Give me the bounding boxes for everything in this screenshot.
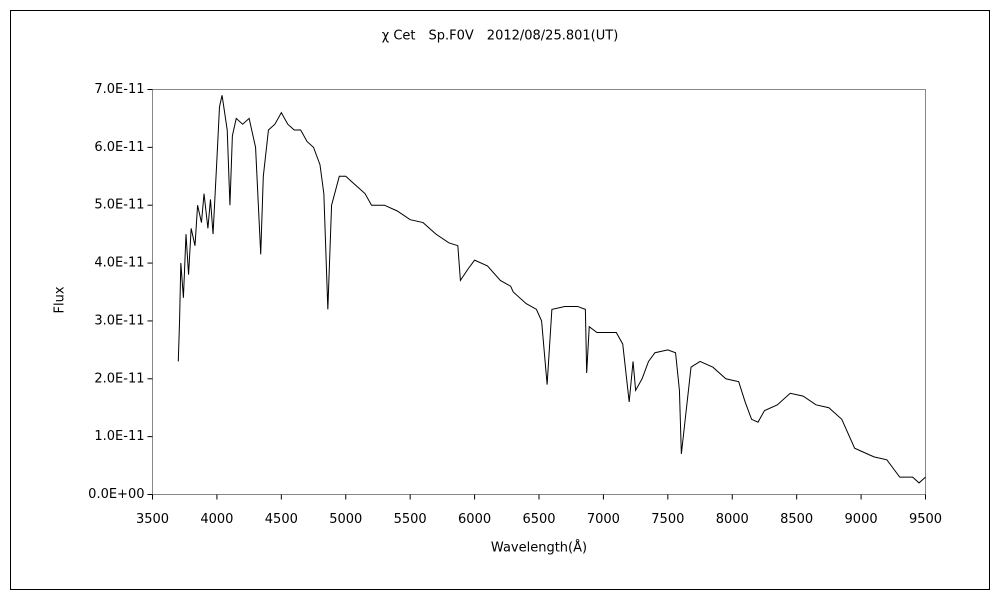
x-tick-label: 4000 [200, 512, 233, 527]
x-tick-label: 7000 [587, 512, 620, 527]
y-tick-label: 7.0E-11 [94, 82, 144, 97]
y-tick-label: 1.0E-11 [94, 429, 144, 444]
x-tick-label: 9000 [845, 512, 878, 527]
x-tick-label: 6500 [522, 512, 555, 527]
x-tick-label: 9500 [909, 512, 942, 527]
x-tick-label: 8000 [716, 512, 749, 527]
y-tick-label: 5.0E-11 [94, 198, 144, 213]
plot-area [152, 89, 926, 495]
y-tick-label: 6.0E-11 [94, 140, 144, 155]
spectrum-line [177, 95, 926, 484]
y-tick-label: 0.0E+00 [88, 487, 144, 502]
chart-title: χ Cet Sp.F0V 2012/08/25.801(UT) [382, 29, 619, 44]
x-tick-label: 4500 [265, 512, 298, 527]
x-tick-label: 3500 [136, 512, 169, 527]
x-tick-label: 5500 [394, 512, 427, 527]
x-tick-label: 7500 [651, 512, 684, 527]
y-tick-label: 2.0E-11 [94, 371, 144, 386]
x-tick-label: 6000 [458, 512, 491, 527]
y-tick-label: 3.0E-11 [94, 313, 144, 328]
y-axis-label: Flux [53, 286, 68, 313]
x-tick-label: 8500 [780, 512, 813, 527]
y-tick-label: 4.0E-11 [94, 256, 144, 271]
x-tick-label: 5000 [329, 512, 362, 527]
x-axis-label: Wavelength(Å) [491, 540, 587, 556]
